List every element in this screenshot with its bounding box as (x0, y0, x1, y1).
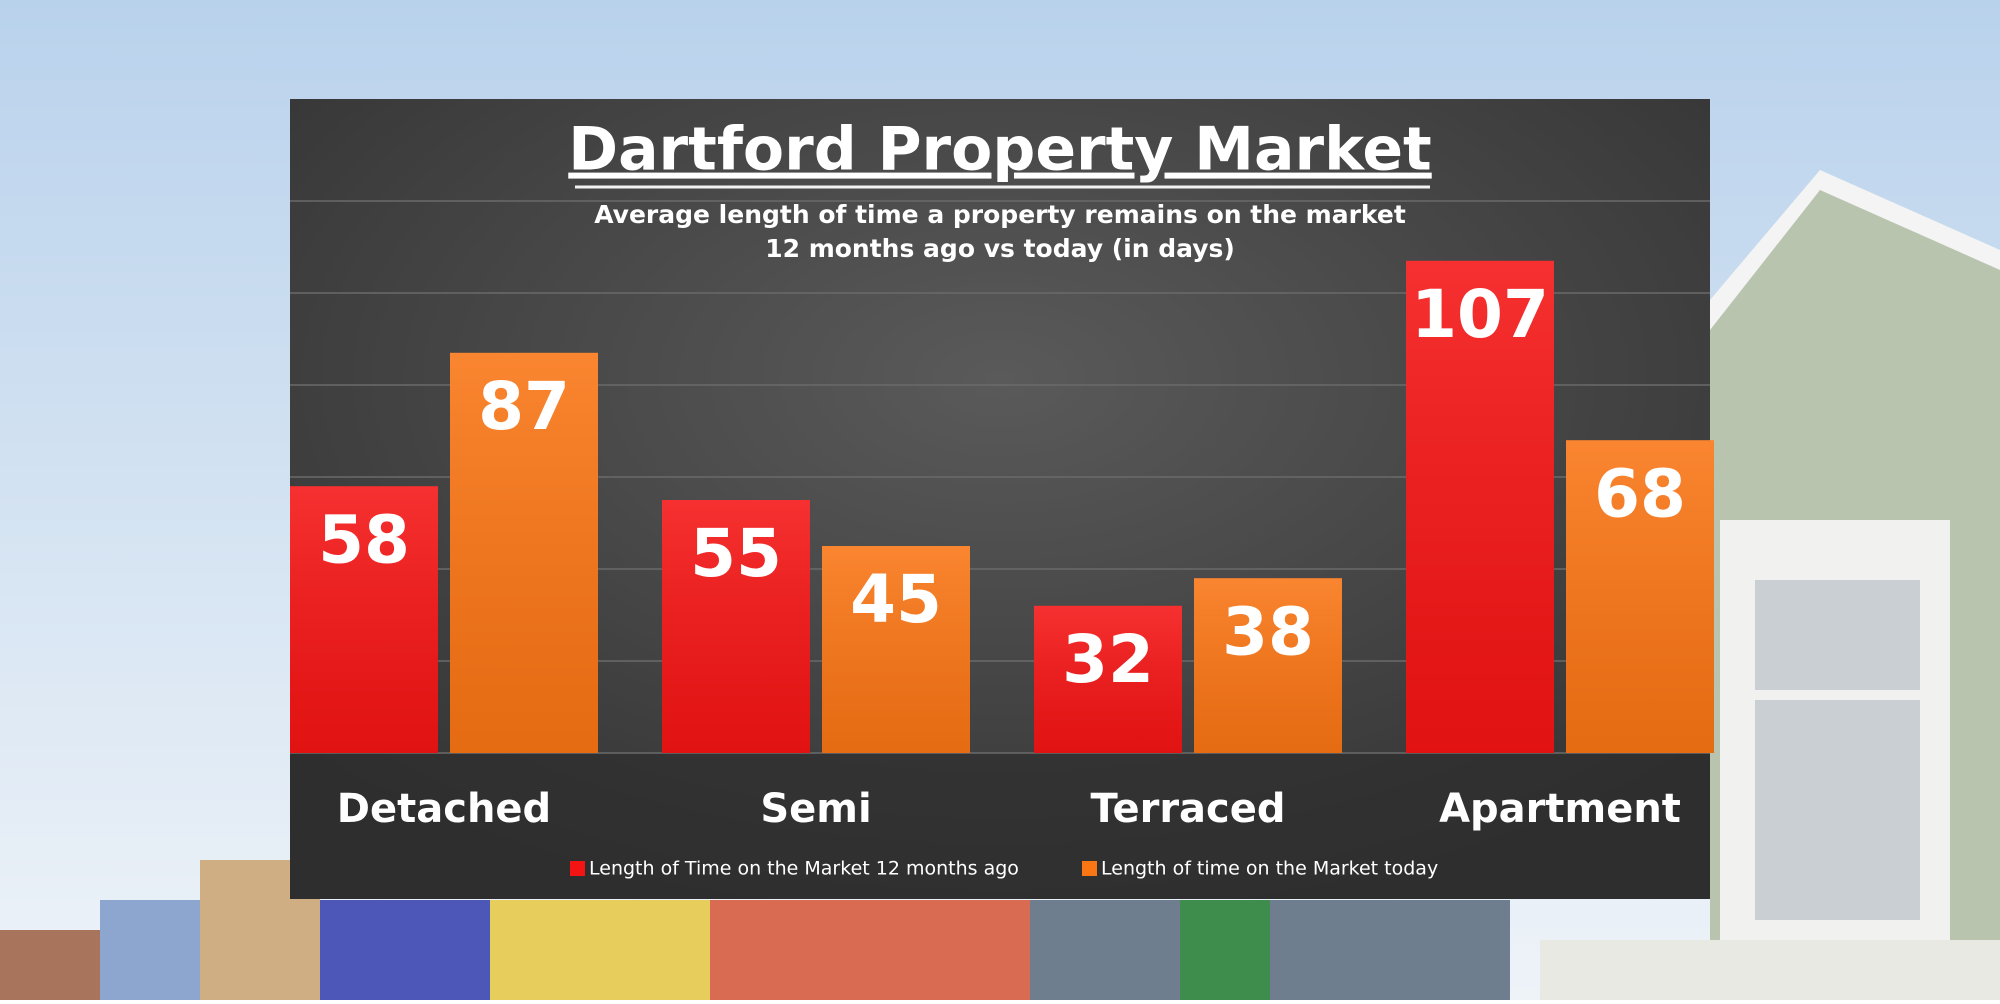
bar-shade (450, 352, 598, 753)
x-tick-label: Terraced (1090, 786, 1285, 832)
axis-band (290, 753, 1710, 899)
bar-shade (1566, 440, 1714, 753)
legend-label: Length of Time on the Market 12 months a… (589, 858, 1019, 880)
chart-title: Dartford Property Market (568, 115, 1431, 185)
x-tick-label: Apartment (1439, 786, 1681, 832)
value-label: 32 (1062, 621, 1154, 698)
legend-label: Length of time on the Market today (1101, 858, 1438, 880)
legend-swatch (1082, 861, 1097, 876)
value-label: 55 (690, 515, 782, 592)
bar-shade (1406, 260, 1554, 753)
bar-shade (1194, 578, 1342, 753)
x-tick-label: Detached (337, 786, 551, 832)
plot: 58 87 Detached 55 45 Semi 32 38 Terraced 107 68 Apa… (290, 200, 1714, 880)
legend-swatch (570, 861, 585, 876)
value-label: 68 (1594, 455, 1686, 532)
subtitle: 12 months ago vs today (in days) (765, 234, 1235, 263)
bar-shade (290, 486, 438, 753)
x-tick-label: Semi (760, 786, 871, 832)
bar-shade (822, 546, 970, 753)
bar-shade (662, 500, 810, 753)
value-label: 58 (318, 501, 410, 578)
value-label: 87 (478, 368, 570, 445)
value-label: 45 (850, 561, 942, 638)
subtitle: Average length of time a property remain… (594, 200, 1406, 229)
value-label: 38 (1222, 593, 1314, 670)
bar-shade (1034, 605, 1182, 753)
value-label: 107 (1411, 276, 1549, 353)
